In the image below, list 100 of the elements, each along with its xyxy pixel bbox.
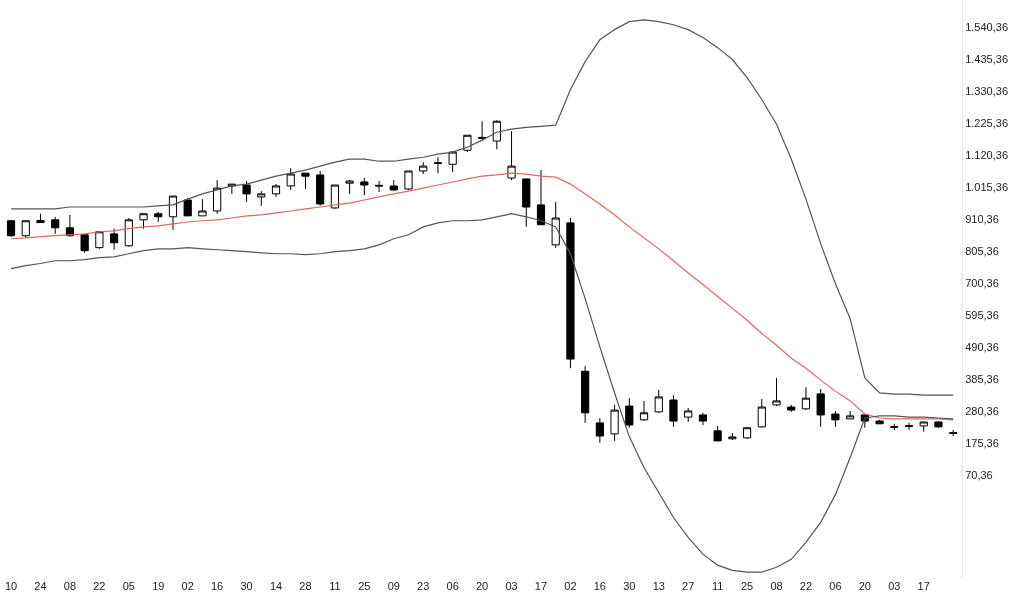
x-tick-label: 22 <box>93 580 106 592</box>
candlestick <box>595 417 604 444</box>
x-tick-label: 28 <box>299 580 312 592</box>
x-tick-label: 17 <box>534 580 548 592</box>
x-tick-label: 06 <box>446 580 459 592</box>
candlestick <box>728 432 737 441</box>
candlestick <box>6 219 16 238</box>
candlestick <box>581 365 590 424</box>
line-series <box>10 172 954 421</box>
candlestick <box>801 386 811 411</box>
candlestick <box>51 216 60 235</box>
candlestick <box>522 178 531 228</box>
x-tick-label: 22 <box>799 580 813 592</box>
x-tick-label: 05 <box>122 580 135 592</box>
candlestick <box>183 197 192 217</box>
y-tick-label: 1.225,36 <box>965 116 1009 129</box>
candlestick <box>330 184 339 210</box>
candlestick <box>536 169 546 226</box>
candlestick <box>551 201 560 249</box>
x-tick-label: 20 <box>858 580 871 592</box>
y-tick-label: 1.540,36 <box>965 20 1009 33</box>
x-tick-label: 16 <box>211 580 224 592</box>
y-tick-label: 490,36 <box>965 341 999 354</box>
x-tick-label: 06 <box>829 580 842 592</box>
y-tick-label: 595,36 <box>965 309 999 322</box>
x-tick-label: 02 <box>564 580 577 592</box>
x-tick-label: 03 <box>505 580 518 592</box>
y-tick-label: 175,36 <box>965 437 999 450</box>
candlestick <box>654 389 663 414</box>
candlestick <box>360 177 369 196</box>
x-tick-label: 10 <box>4 580 18 592</box>
candlestick <box>257 190 266 207</box>
x-tick-label: 19 <box>152 580 165 592</box>
candlestick <box>139 213 148 230</box>
candlestick <box>875 420 884 425</box>
y-tick-label: 700,36 <box>965 277 999 290</box>
candlestick <box>213 179 222 215</box>
x-tick-label: 24 <box>34 580 47 592</box>
y-tick-label: 70,36 <box>965 469 993 482</box>
candlestick <box>419 161 428 175</box>
candlestick <box>772 377 781 407</box>
candlestick <box>698 412 708 426</box>
line-series <box>10 19 954 396</box>
y-tick-label: 805,36 <box>965 245 999 258</box>
candlestick <box>316 170 325 207</box>
candlestick <box>154 211 163 223</box>
candlestick <box>242 180 251 203</box>
candlestick <box>109 228 119 251</box>
x-tick-label: 11 <box>711 580 724 592</box>
candlestick <box>198 198 207 217</box>
candlestick <box>919 421 928 433</box>
x-tick-label: 25 <box>740 580 754 592</box>
candlestick <box>904 422 914 431</box>
candlestick <box>639 400 649 422</box>
candlestick <box>816 388 825 428</box>
x-tick-label: 25 <box>358 580 371 592</box>
candlestick <box>625 397 634 429</box>
candlestick <box>787 404 796 413</box>
candlestick <box>389 179 398 192</box>
y-tick-label: 1.330,36 <box>965 84 1009 97</box>
candlestick <box>934 420 943 429</box>
candlestick <box>949 429 958 437</box>
line-series <box>10 213 954 573</box>
candlestick <box>742 426 752 440</box>
x-tick-label: 20 <box>475 580 489 592</box>
candlestick <box>890 423 899 431</box>
y-tick-label: 1.435,36 <box>965 52 1009 65</box>
candlestick <box>713 425 722 442</box>
candlestick <box>566 217 575 369</box>
x-tick-label: 27 <box>682 580 695 592</box>
x-tick-label: 03 <box>888 580 901 592</box>
candlestick <box>433 156 443 174</box>
candlestick <box>478 120 487 140</box>
candlestick <box>448 150 457 173</box>
candlestick <box>404 170 413 191</box>
x-tick-label: 16 <box>593 580 606 592</box>
candlestick <box>669 394 678 428</box>
candlestick <box>271 183 281 198</box>
x-tick-label: 08 <box>770 580 783 592</box>
candlestick <box>492 119 501 150</box>
candlestick <box>507 130 516 181</box>
x-tick-label: 23 <box>417 580 430 592</box>
candlestick <box>168 195 178 231</box>
x-tick-label: 30 <box>623 580 636 592</box>
candlestick <box>80 233 89 254</box>
candlestick <box>757 398 766 429</box>
x-tick-label: 13 <box>652 580 665 592</box>
x-tick-label: 17 <box>917 580 930 592</box>
candlestick <box>95 230 104 250</box>
y-tick-label: 910,36 <box>965 212 999 225</box>
candlestick <box>846 410 855 420</box>
candlestick <box>21 220 30 239</box>
candlestick <box>36 213 45 224</box>
x-tick-label: 02 <box>181 580 194 592</box>
x-tick-label: 30 <box>240 580 253 592</box>
candlestick <box>610 404 619 442</box>
x-tick-label: 14 <box>269 580 283 592</box>
x-tick-label: 11 <box>329 580 341 592</box>
candlestick <box>124 217 133 248</box>
y-tick-label: 280,36 <box>965 405 999 418</box>
